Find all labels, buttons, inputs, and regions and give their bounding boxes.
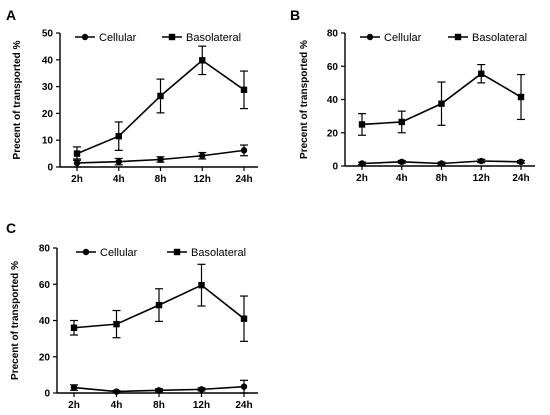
- panel-c-y-axis-title: Precent of transported %: [10, 261, 21, 380]
- panel-b-legend-cellular-label: Cellular: [384, 32, 422, 44]
- panel-a-x-tick-label: 8h: [155, 174, 167, 185]
- panel-a-y-tick-label: 40: [42, 55, 54, 66]
- panel-b-y-tick-label: 80: [327, 29, 339, 40]
- panel-b-series-basolateral-point: [478, 70, 485, 77]
- panel-a-legend-cellular: Cellular: [75, 32, 137, 44]
- panel-c-legend-cellular: Cellular: [76, 247, 138, 259]
- panel-c-y-tick-label: 0: [44, 389, 50, 400]
- panel-a-series-cellular-point: [115, 158, 122, 165]
- panel-c-series-cellular-point: [70, 384, 78, 391]
- panel-a-y-tick-label: 50: [42, 29, 54, 40]
- panel-a-x-tick-label: 4h: [113, 174, 125, 185]
- panel-c-series-basolateral-point: [113, 320, 120, 328]
- panel-c-series-basolateral-point: [70, 324, 78, 331]
- panel-c-legend-cellular-marker: [82, 248, 90, 256]
- panel-a-y-tick-label: 30: [42, 82, 54, 93]
- panel-a-legend-cellular-label: Cellular: [99, 32, 137, 44]
- panel-a-series-basolateral-point: [157, 92, 164, 100]
- panel-b: B 0 20 40 60 80 2h 4h 8h 12h 24h Precent of transpo…: [290, 7, 535, 184]
- panel-a-series-cellular: [73, 144, 248, 168]
- panel-b-series-cellular-point: [478, 157, 485, 165]
- panel-a-series-cellular-point: [73, 159, 81, 167]
- panel-a-series-cellular-point: [157, 156, 164, 163]
- panel-b-legend-basolateral-marker: [454, 33, 462, 41]
- panel-b-series-basolateral-point: [438, 100, 445, 107]
- panel-c-series-cellular: [70, 379, 248, 395]
- panel-b-series-basolateral-point: [398, 118, 405, 126]
- panel-b-legend-basolateral-label: Basolateral: [472, 32, 527, 44]
- panel-b-series-basolateral-point: [517, 93, 525, 101]
- panel-b-series-basolateral-point: [358, 121, 366, 128]
- panel-b-series-cellular-point: [358, 160, 366, 167]
- panel-b-x-tick-label: 4h: [396, 173, 408, 184]
- panel-a-series-basolateral-point: [73, 150, 81, 157]
- panel-a-series-cellular-point: [199, 152, 206, 159]
- panel-a-series-basolateral-point: [240, 86, 248, 94]
- panel-b-legend-basolateral: Basolateral: [448, 32, 527, 44]
- panel-c-x-tick-label: 24h: [235, 400, 252, 411]
- panel-c-series-basolateral: [70, 263, 248, 342]
- panel-b-series-cellular: [358, 157, 525, 167]
- panel-c-series-basolateral-point: [198, 281, 205, 289]
- panel-b-x-tick-label: 8h: [436, 173, 448, 184]
- panel-b-y-axis-title: Precent of transported %: [299, 40, 310, 159]
- panel-b-legend-cellular: Cellular: [360, 32, 422, 44]
- panel-c-y-tick-label: 40: [39, 316, 51, 327]
- panel-b-series-cellular-point: [517, 158, 525, 166]
- panel-c-x-tick-label: 8h: [153, 400, 165, 411]
- panel-c-series-cellular-point: [155, 387, 163, 394]
- panel-c-series-cellular-point: [198, 386, 205, 393]
- panel-a-label: A: [6, 7, 16, 23]
- panel-c-series-cellular-point: [240, 383, 248, 390]
- panel-a-y-tick-label: 10: [42, 136, 54, 147]
- panel-c-x-tick-label: 12h: [193, 400, 210, 411]
- panel-c: C 0 20 40 60 80 2h 4h 8h 12h 24h Precent of transpo…: [6, 220, 258, 411]
- panel-b-series-cellular-point: [398, 158, 405, 166]
- panel-a-legend-basolateral-marker: [168, 33, 176, 41]
- panel-c-series-basolateral-point: [240, 315, 248, 322]
- panel-b-x-tick-label: 12h: [473, 173, 490, 184]
- panel-c-x-tick-label: 2h: [68, 400, 80, 411]
- panel-a-legend-cellular-marker: [81, 33, 89, 41]
- panel-a-series-cellular-point: [240, 147, 248, 154]
- panel-b-x-tick-label: 2h: [356, 173, 368, 184]
- panel-c-legend-basolateral-label: Basolateral: [191, 247, 246, 259]
- panel-a-y-axis-title: Precent of transported %: [12, 40, 23, 159]
- panel-a-series-basolateral: [73, 45, 248, 161]
- panel-c-y-tick-label: 80: [39, 244, 51, 255]
- panel-a-y-tick-label: 20: [42, 109, 54, 120]
- panel-a-series-basolateral-point: [115, 132, 122, 140]
- panel-b-series-basolateral: [358, 63, 525, 136]
- panel-b-x-tick-label: 24h: [512, 173, 529, 184]
- panel-c-legend-basolateral-marker: [173, 248, 181, 256]
- panel-c-x-tick-label: 4h: [111, 400, 123, 411]
- panel-b-y-tick-label: 40: [327, 95, 339, 106]
- panel-b-y-tick-label: 20: [327, 128, 339, 139]
- panel-c-y-tick-label: 20: [39, 352, 51, 363]
- panel-a-y-tick-label: 0: [47, 163, 53, 174]
- panel-c-series-cellular-point: [113, 388, 120, 395]
- panel-b-y-tick-label: 0: [332, 162, 338, 173]
- panel-a-legend-basolateral: Basolateral: [162, 32, 241, 44]
- panel-c-label: C: [6, 220, 16, 236]
- panel-b-legend-cellular-marker: [366, 33, 374, 41]
- panel-c-legend-basolateral: Basolateral: [167, 247, 246, 259]
- panel-a: A 0 10 20 30 40 50 2h 4h 8h 12h 24h Precent of trans…: [6, 7, 258, 185]
- panel-c-y-tick-label: 60: [39, 280, 51, 291]
- panel-b-y-tick-label: 60: [327, 62, 339, 73]
- panel-b-label: B: [290, 7, 300, 23]
- panel-a-series-basolateral-point: [199, 57, 206, 64]
- panel-c-legend-cellular-label: Cellular: [100, 247, 138, 259]
- panel-a-x-tick-label: 12h: [194, 174, 211, 185]
- panel-a-x-tick-label: 2h: [71, 174, 83, 185]
- panel-a-x-tick-label: 24h: [235, 174, 252, 185]
- panel-a-legend-basolateral-label: Basolateral: [186, 32, 241, 44]
- panel-c-series-basolateral-point: [155, 301, 163, 309]
- panel-b-series-cellular-point: [438, 160, 445, 167]
